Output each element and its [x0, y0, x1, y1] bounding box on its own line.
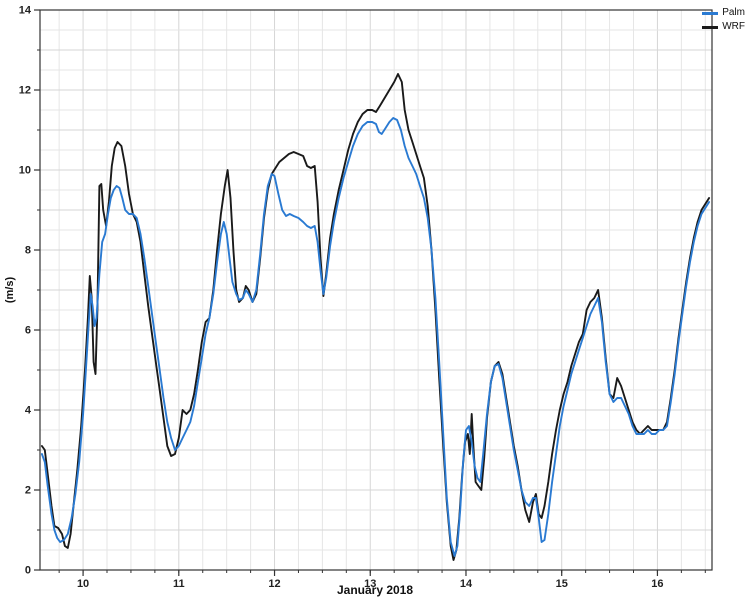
svg-text:13: 13 — [364, 578, 376, 590]
svg-text:12: 12 — [19, 85, 31, 97]
svg-text:15: 15 — [556, 578, 568, 590]
svg-text:14: 14 — [19, 5, 32, 17]
svg-text:16: 16 — [651, 578, 663, 590]
svg-text:10: 10 — [19, 165, 31, 177]
axes-and-ticks: 10 11 12 13 14 15 16 0 2 4 6 8 10 12 14 — [19, 5, 713, 590]
svg-text:11: 11 — [173, 578, 185, 590]
svg-text:12: 12 — [268, 578, 280, 590]
x-axis-label: January 2018 — [337, 583, 413, 597]
svg-text:8: 8 — [25, 245, 31, 257]
legend-item-palm: Palm — [702, 8, 745, 18]
wrf-line-swatch — [702, 25, 719, 29]
svg-text:10: 10 — [77, 578, 89, 590]
y-axis-label: (m/s) — [4, 277, 16, 304]
svg-text:0: 0 — [25, 565, 31, 577]
svg-text:2: 2 — [25, 485, 31, 497]
svg-text:6: 6 — [25, 325, 31, 337]
legend: Palm WRF — [702, 8, 745, 32]
legend-label-palm: Palm — [722, 7, 745, 18]
gridlines — [40, 10, 712, 570]
legend-item-wrf: WRF — [702, 22, 745, 32]
legend-label-wrf: WRF — [722, 21, 745, 32]
svg-text:14: 14 — [460, 578, 473, 590]
svg-text:4: 4 — [25, 405, 32, 417]
palm-line-swatch — [702, 11, 719, 15]
series-lines — [40, 73, 711, 561]
